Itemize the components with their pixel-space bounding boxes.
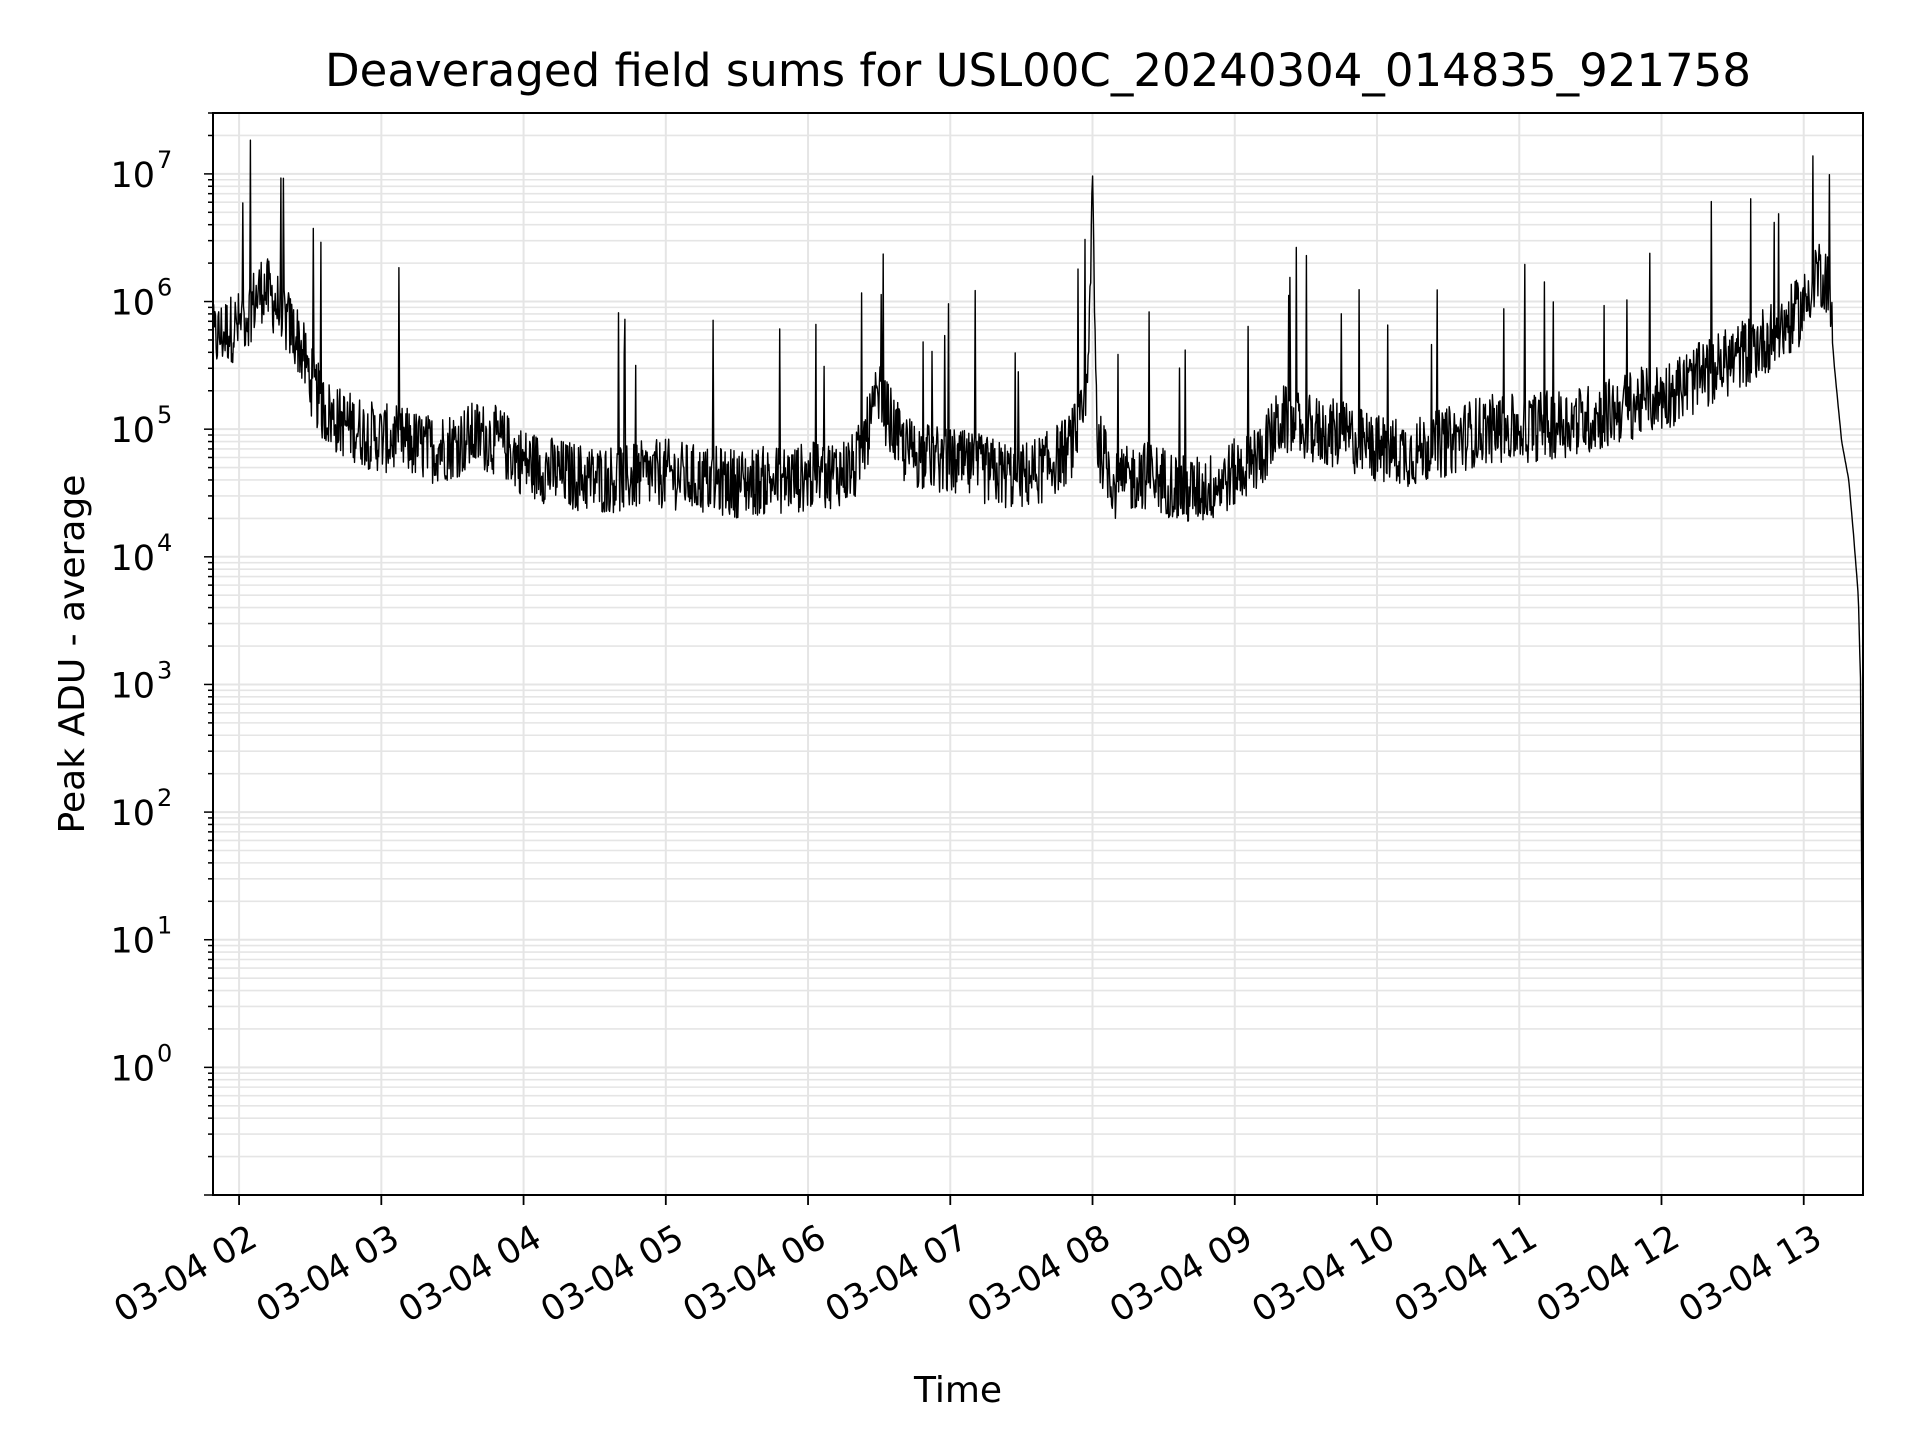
x-tick-label: 03-04 02 <box>108 1218 264 1331</box>
y-tick-exponent: 7 <box>157 146 172 174</box>
x-tick-label: 03-04 11 <box>1388 1218 1544 1331</box>
y-tick-label: 10 <box>110 284 155 324</box>
y-axis-label: Peak ADU - average <box>52 475 93 834</box>
x-tick-label: 03-04 07 <box>819 1218 975 1331</box>
x-tick-label: 03-04 03 <box>250 1218 406 1331</box>
y-tick-label: 10 <box>110 794 155 834</box>
y-tick-exponent: 3 <box>157 656 172 684</box>
y-tick-exponent: 4 <box>157 529 172 557</box>
y-tick-label: 10 <box>110 539 155 579</box>
x-tick-label: 03-04 04 <box>392 1218 548 1331</box>
y-tick-exponent: 6 <box>157 274 172 302</box>
x-tick-label: 03-04 09 <box>1103 1218 1259 1331</box>
x-axis-label: Time <box>913 1370 1002 1411</box>
y-tick-label: 10 <box>110 922 155 962</box>
y-tick-exponent: 2 <box>157 784 172 812</box>
y-tick-label: 10 <box>110 666 155 706</box>
y-tick-exponent: 0 <box>157 1039 172 1067</box>
x-tick-label: 03-04 06 <box>677 1218 833 1331</box>
x-tick-label: 03-04 10 <box>1246 1218 1402 1331</box>
x-tick-label: 03-04 13 <box>1672 1218 1828 1331</box>
plot-area <box>212 139 1864 1106</box>
y-tick-exponent: 1 <box>157 912 172 940</box>
y-tick-exponent: 5 <box>157 401 172 429</box>
grid <box>213 112 1863 1196</box>
x-tick-label: 03-04 12 <box>1530 1218 1686 1331</box>
y-tick-label: 10 <box>110 156 155 196</box>
series-line <box>212 139 1864 1106</box>
chart-title: Deaveraged field sums for USL00C_2024030… <box>325 44 1751 97</box>
plot-frame <box>212 112 1864 1196</box>
y-tick-label: 10 <box>110 1049 155 1089</box>
y-tick-label: 10 <box>110 411 155 451</box>
x-tick-label: 03-04 05 <box>534 1218 690 1331</box>
x-tick-label: 03-04 08 <box>961 1218 1117 1331</box>
